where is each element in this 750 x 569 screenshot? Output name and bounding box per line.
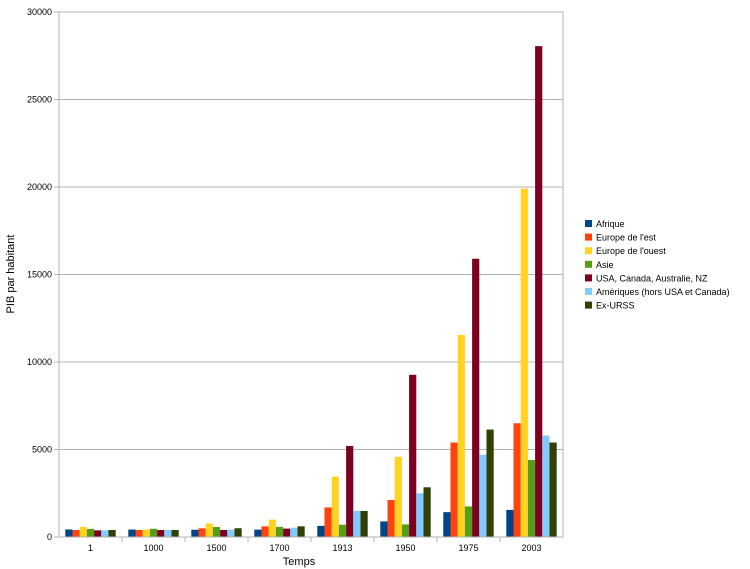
- y-tick-label: 0: [47, 532, 52, 542]
- y-axis-title: PIB par habitant: [5, 235, 17, 314]
- bar: [227, 529, 235, 537]
- bar: [149, 528, 158, 537]
- bar: [94, 530, 102, 537]
- legend-swatch: [585, 260, 592, 268]
- bar: [198, 528, 206, 537]
- bar: [450, 442, 458, 537]
- bar: [457, 334, 465, 538]
- bar: [401, 524, 410, 537]
- bar: [317, 525, 325, 537]
- bar: [135, 530, 143, 537]
- bar: [171, 530, 179, 537]
- bar: [331, 476, 339, 538]
- legend-swatch: [585, 233, 592, 241]
- axes: [54, 11, 564, 542]
- bar: [261, 526, 269, 537]
- bar: [464, 506, 473, 538]
- bar: [234, 528, 242, 537]
- y-tick-label: 25000: [27, 95, 52, 105]
- bar: [205, 523, 213, 537]
- y-tick-label: 20000: [27, 182, 52, 192]
- legend-label: Afrique: [596, 219, 625, 229]
- bar: [346, 446, 354, 537]
- bar: [387, 500, 395, 537]
- bar: [506, 509, 514, 538]
- x-tick-label: 2003: [521, 543, 541, 553]
- bar: [542, 435, 550, 537]
- legend-label: Amériques (hors USA et Canada): [596, 287, 730, 297]
- x-tick-label: 1000: [143, 543, 163, 553]
- bar: [191, 529, 199, 537]
- bar: [290, 527, 298, 537]
- bar: [423, 487, 431, 537]
- bar: [86, 528, 95, 537]
- bar: [409, 374, 417, 537]
- x-tick-label: 1913: [332, 543, 352, 553]
- y-tick-label: 5000: [32, 445, 52, 455]
- legend-swatch: [585, 220, 592, 227]
- legend: Afrique Europe de l'est Europe de l'ouest A…: [585, 219, 730, 311]
- bar: [472, 258, 480, 537]
- bar: [72, 530, 80, 537]
- bar: [101, 530, 109, 537]
- bar: [212, 527, 221, 537]
- legend-label: Europe de l'ouest: [596, 246, 666, 256]
- y-tick-label: 15000: [27, 270, 52, 280]
- x-tick-label: 1: [88, 543, 93, 553]
- bar: [535, 46, 543, 538]
- y-tick-label: 30000: [27, 7, 52, 17]
- x-tick-labels: 1 1000 1500 1700 1913 1950 1975 2003: [88, 543, 542, 553]
- x-tick-label: 1950: [395, 543, 415, 553]
- bar: [324, 507, 332, 537]
- legend-label: USA, Canada, Australie, NZ: [596, 273, 708, 283]
- bar: [142, 529, 150, 537]
- bar: [297, 526, 305, 537]
- x-tick-label: 1975: [458, 543, 478, 553]
- bar: [360, 510, 368, 537]
- bar: [394, 456, 402, 537]
- bar: [128, 529, 136, 537]
- legend-swatch: [585, 247, 592, 255]
- bar: [443, 512, 451, 537]
- bar: [268, 519, 276, 537]
- legend-swatch: [585, 288, 592, 295]
- bar: [353, 510, 361, 537]
- bar: [513, 423, 521, 537]
- bar: [527, 460, 536, 537]
- bar: [220, 530, 228, 537]
- bar: [486, 429, 494, 537]
- y-tick-label: 10000: [27, 357, 52, 367]
- legend-label: Europe de l'est: [596, 233, 656, 243]
- bar: [157, 530, 165, 537]
- bar: [549, 442, 557, 537]
- x-tick-label: 1500: [206, 543, 226, 553]
- bar: [283, 528, 291, 537]
- bars: [65, 46, 557, 538]
- legend-swatch: [585, 274, 592, 282]
- bar: [380, 521, 388, 537]
- bar: [416, 493, 424, 537]
- bar: [108, 530, 116, 537]
- bar: [254, 529, 262, 537]
- bar: [338, 524, 347, 537]
- bar: [479, 454, 487, 537]
- legend-label: Asie: [596, 260, 614, 270]
- y-tick-labels: 0 5000 10000 15000 20000 25000 30000: [27, 7, 52, 542]
- bar: [65, 529, 73, 537]
- x-axis-title: Temps: [283, 556, 316, 568]
- bar: [520, 188, 528, 537]
- x-tick-label: 1700: [269, 543, 289, 553]
- bar: [164, 530, 172, 537]
- legend-label: Ex-URSS: [596, 301, 635, 311]
- legend-swatch: [585, 301, 592, 309]
- bar: [275, 526, 284, 537]
- bar: [79, 526, 87, 537]
